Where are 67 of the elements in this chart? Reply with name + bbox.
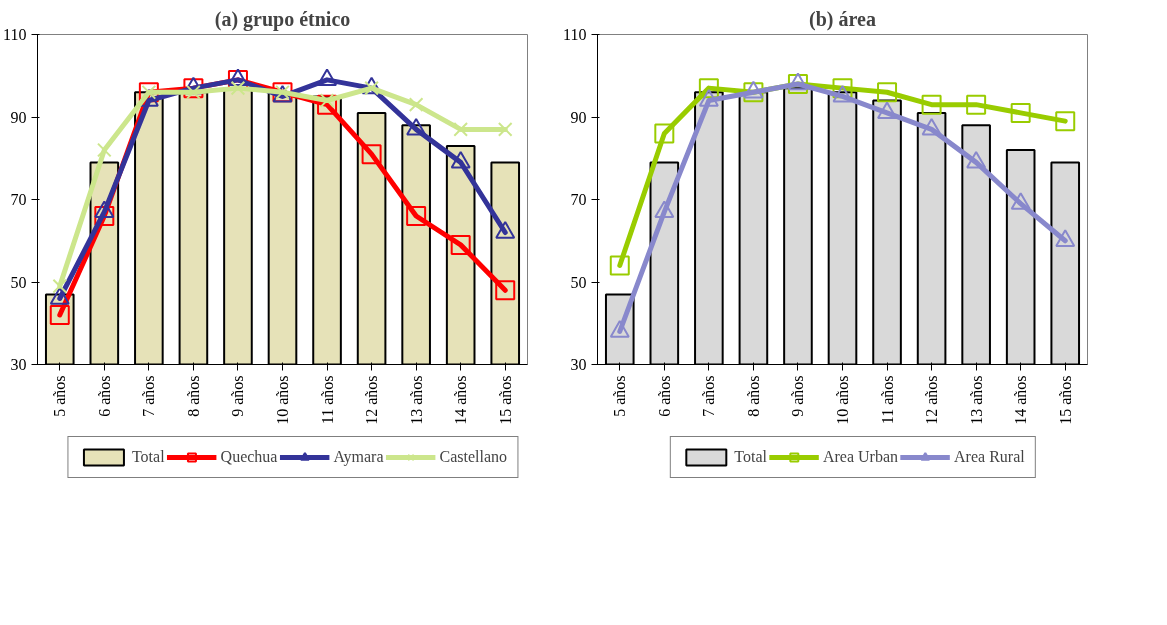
y-tick-label: 30: [10, 356, 27, 373]
x-tick-label: 7 años: [140, 375, 158, 417]
point: [698, 78, 719, 99]
y-tick-label: 50: [10, 273, 27, 291]
x-tick-label: 5 años: [611, 375, 629, 417]
x-tick-label: 10 años: [274, 375, 291, 425]
x-tick-label: 7 años: [700, 375, 718, 417]
point: [94, 206, 115, 226]
point: [654, 200, 675, 219]
point: [877, 82, 898, 103]
y-tick-label: 70: [570, 191, 587, 208]
x-tick-label: 14 años: [452, 375, 470, 425]
x-tick-label: 11 años: [318, 375, 336, 425]
point: [966, 150, 987, 169]
point: [317, 94, 338, 115]
x-tick-label: 15 años: [496, 375, 514, 425]
x-tick-label: 5 años: [51, 375, 69, 417]
y-tick-label: 50: [570, 273, 587, 291]
point: [49, 305, 70, 325]
point: [921, 94, 942, 115]
legend-label: Area Urban: [822, 448, 899, 466]
x-tick-label: 13 años: [407, 375, 425, 425]
point: [877, 101, 898, 120]
legend-label: Area Rural: [954, 448, 1025, 466]
y-tick-label: 90: [570, 108, 587, 126]
x-tick-label: 15 años: [1056, 375, 1074, 425]
x-tick-label: 6 años: [655, 375, 673, 417]
chart-title: (a) grupo étnico: [214, 7, 351, 31]
x-tick-label: 8 años: [184, 375, 202, 417]
point: [1055, 229, 1076, 247]
y-tick-label: 110: [563, 26, 587, 43]
x-tick-label: 9 años: [229, 375, 247, 417]
chart-title: (b) área: [809, 7, 876, 31]
legend-label: Aymara: [333, 448, 384, 466]
legend-label: Total: [131, 448, 165, 466]
point: [654, 123, 675, 144]
y-tick-label: 30: [570, 356, 587, 373]
y-tick-label: 70: [10, 191, 27, 208]
point: [1055, 111, 1076, 132]
point: [361, 144, 382, 165]
point: [1010, 192, 1031, 210]
point: [364, 80, 379, 96]
point: [230, 80, 246, 96]
x-tick-label: 9 años: [789, 375, 807, 417]
point: [408, 97, 424, 112]
point: [450, 234, 471, 255]
x-tick-label: 8 años: [744, 375, 762, 417]
y-tick-label: 110: [3, 26, 27, 43]
x-tick-label: 11 años: [878, 375, 896, 425]
point: [497, 122, 513, 137]
x-tick-label: 12 años: [363, 375, 381, 425]
point: [495, 280, 516, 301]
point: [966, 94, 987, 115]
legend-label: Quechua: [220, 448, 278, 466]
point: [453, 122, 469, 137]
x-tick-label: 6 años: [95, 375, 113, 417]
point: [96, 142, 112, 158]
point: [1010, 102, 1031, 123]
point: [406, 206, 427, 226]
x-tick-label: 10 años: [834, 375, 851, 425]
x-tick-label: 13 años: [967, 375, 985, 425]
legend-label: Total: [734, 448, 767, 466]
x-tick-label: 14 años: [1012, 375, 1030, 425]
y-tick-label: 90: [10, 108, 27, 126]
legend-label: Castellano: [439, 448, 508, 466]
x-tick-label: 12 años: [923, 375, 941, 425]
point: [52, 278, 68, 294]
